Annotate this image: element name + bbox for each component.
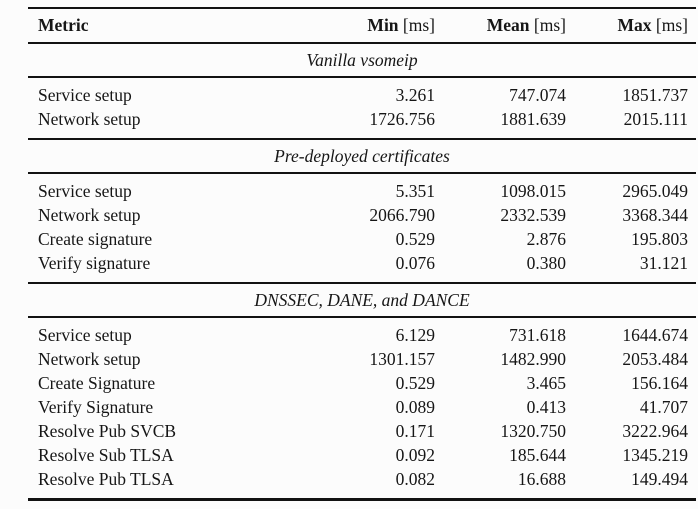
max-cell: 2015.111	[623, 108, 688, 129]
table-row: Resolve Pub TLSA 0.082 16.688 149.494	[28, 467, 696, 491]
column-header-metric: Metric	[38, 15, 89, 35]
metric-cell: Resolve Sub TLSA	[38, 444, 174, 465]
column-header-mean-unit: [ms]	[533, 15, 566, 35]
metric-cell: Resolve Pub SVCB	[38, 420, 177, 441]
min-cell: 0.082	[395, 468, 435, 489]
max-cell: 41.707	[639, 396, 688, 417]
mean-cell: 1320.750	[500, 420, 566, 441]
table-row: Service setup 5.351 1098.015 2965.049	[28, 179, 696, 203]
metric-cell: Create signature	[38, 228, 153, 249]
max-cell: 1345.219	[622, 444, 688, 465]
table-bottom-rule	[28, 498, 696, 501]
table-row: Network setup 1726.756 1881.639 2015.111	[28, 107, 696, 131]
column-header-min-unit: [ms]	[402, 15, 435, 35]
section-title-vanilla-vsomeip: Vanilla vsomeip	[306, 49, 418, 70]
column-header-max-unit: [ms]	[655, 15, 688, 35]
min-cell: 1301.157	[369, 348, 435, 369]
min-cell: 0.529	[395, 228, 435, 249]
section-title-pre-deployed-certificates: Pre-deployed certificates	[274, 145, 450, 166]
section-rows-pre-deployed-certificates: Service setup 5.351 1098.015 2965.049 Ne…	[28, 174, 696, 282]
min-cell: 0.089	[395, 396, 435, 417]
table-header-row: Metric Min [ms] Mean [ms] Max [ms]	[28, 9, 696, 42]
min-cell: 0.076	[395, 252, 435, 273]
metric-cell: Service setup	[38, 324, 132, 345]
table-row: Network setup 2066.790 2332.539 3368.344	[28, 203, 696, 227]
section-rule	[28, 138, 696, 140]
section-title-dnssec-dane-dance: DNSSEC, DANE, and DANCE	[254, 289, 470, 310]
mean-cell: 2332.539	[500, 204, 566, 225]
section-rows-vanilla-vsomeip: Service setup 3.261 747.074 1851.737 Net…	[28, 78, 696, 138]
mean-cell: 0.380	[526, 252, 566, 273]
max-cell: 2965.049	[622, 180, 688, 201]
metric-cell: Create Signature	[38, 372, 156, 393]
max-cell: 3222.964	[622, 420, 688, 441]
table-row: Network setup 1301.157 1482.990 2053.484	[28, 347, 696, 371]
min-cell: 6.129	[395, 324, 435, 345]
table-row: Verify Signature 0.089 0.413 41.707	[28, 395, 696, 419]
metric-cell: Resolve Pub TLSA	[38, 468, 174, 489]
max-cell: 156.164	[631, 372, 688, 393]
max-cell: 2053.484	[622, 348, 688, 369]
min-cell: 0.529	[395, 372, 435, 393]
metric-cell: Network setup	[38, 108, 141, 129]
table-row: Service setup 3.261 747.074 1851.737	[28, 83, 696, 107]
table-row: Resolve Pub SVCB 0.171 1320.750 3222.964	[28, 419, 696, 443]
metrics-table: Metric Min [ms] Mean [ms] Max [ms] Vanil…	[28, 7, 696, 501]
metric-cell: Network setup	[38, 348, 141, 369]
mean-cell: 185.644	[509, 444, 566, 465]
metric-cell: Verify signature	[38, 252, 151, 273]
max-cell: 3368.344	[622, 204, 688, 225]
min-cell: 3.261	[395, 84, 435, 105]
max-cell: 1851.737	[622, 84, 688, 105]
column-header-min: Min [ms]	[315, 15, 435, 36]
max-cell: 1644.674	[622, 324, 688, 345]
mean-cell: 0.413	[526, 396, 566, 417]
max-cell: 195.803	[631, 228, 688, 249]
header-bottom-rule	[28, 42, 696, 44]
mean-cell: 1482.990	[500, 348, 566, 369]
section-rows-dnssec-dane-dance: Service setup 6.129 731.618 1644.674 Net…	[28, 318, 696, 498]
mean-cell: 1881.639	[500, 108, 566, 129]
metric-cell: Service setup	[38, 84, 132, 105]
min-cell: 2066.790	[369, 204, 435, 225]
section-rule	[28, 172, 696, 174]
column-header-max-label: Max	[617, 15, 652, 35]
metric-cell: Service setup	[38, 180, 132, 201]
table-row: Resolve Sub TLSA 0.092 185.644 1345.219	[28, 443, 696, 467]
table-row: Create signature 0.529 2.876 195.803	[28, 227, 696, 251]
mean-cell: 731.618	[509, 324, 566, 345]
table-top-rule	[28, 7, 696, 9]
mean-cell: 16.688	[517, 468, 566, 489]
section-rule	[28, 316, 696, 318]
max-cell: 149.494	[631, 468, 688, 489]
table-row: Service setup 6.129 731.618 1644.674	[28, 323, 696, 347]
column-header-mean: Mean [ms]	[435, 15, 566, 36]
max-cell: 31.121	[639, 252, 688, 273]
metric-cell: Verify Signature	[38, 396, 154, 417]
mean-cell: 1098.015	[500, 180, 566, 201]
mean-cell: 3.465	[526, 372, 566, 393]
min-cell: 5.351	[395, 180, 435, 201]
min-cell: 1726.756	[369, 108, 435, 129]
table-row: Create Signature 0.529 3.465 156.164	[28, 371, 696, 395]
section-rule	[28, 76, 696, 78]
column-header-mean-label: Mean	[486, 15, 530, 35]
mean-cell: 747.074	[509, 84, 566, 105]
min-cell: 0.171	[395, 420, 435, 441]
column-header-max: Max [ms]	[566, 15, 688, 36]
section-rule	[28, 282, 696, 284]
mean-cell: 2.876	[526, 228, 566, 249]
table-row: Verify signature 0.076 0.380 31.121	[28, 251, 696, 275]
column-header-min-label: Min	[367, 15, 399, 35]
min-cell: 0.092	[395, 444, 435, 465]
metric-cell: Network setup	[38, 204, 141, 225]
